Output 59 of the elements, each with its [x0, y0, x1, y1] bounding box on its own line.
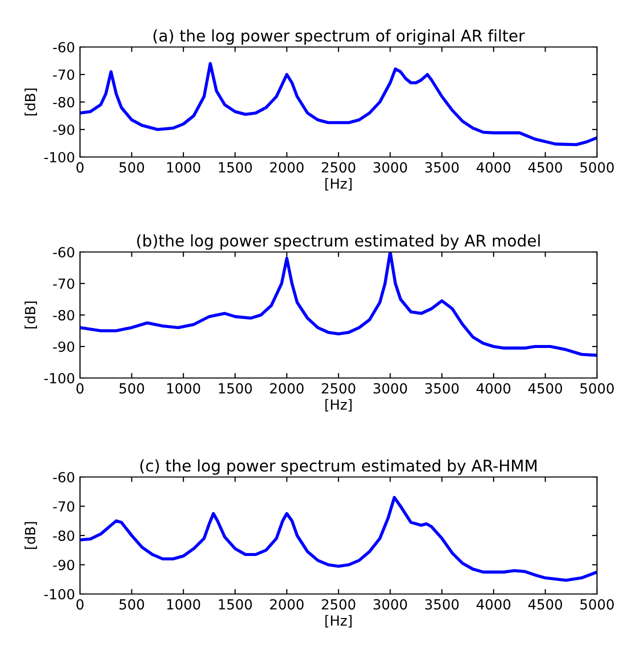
y-tick-label: -90	[53, 124, 74, 135]
line-series	[80, 62, 597, 146]
chart-title: (c) the log power spectrum estimated by AR-HMM	[140, 459, 536, 475]
y-tick-label: -70	[53, 69, 74, 80]
x-tick-label: 2000	[270, 383, 304, 394]
y-axis-title: [dB]	[24, 88, 38, 116]
x-tick-label: 3000	[374, 599, 407, 610]
x-tick-label: 2500	[322, 383, 356, 394]
x-tick-label: 2000	[270, 162, 304, 173]
x-tick-label: 3500	[425, 599, 459, 610]
x-axis-title: [Hz]	[325, 178, 352, 190]
x-tick-label: 0	[76, 383, 84, 394]
x-tick-label: 3500	[425, 383, 459, 394]
chart-title: (a) the log power spectrum of original AR filter	[154, 29, 525, 45]
x-tick-label: 5000	[580, 162, 614, 173]
y-tick-label: -60	[53, 472, 74, 482]
x-tick-label: 2000	[270, 599, 304, 610]
x-tick-label: 5000	[580, 383, 614, 394]
y-tick-label: -70	[53, 501, 74, 512]
y-tick-label: -90	[53, 341, 74, 352]
x-tick-label: 500	[120, 162, 144, 173]
x-tick-label: 4500	[528, 599, 562, 610]
y-tick-label: -80	[53, 310, 74, 320]
x-axis-title: [Hz]	[325, 615, 352, 628]
y-tick-label: -90	[53, 560, 74, 570]
x-tick-label: 2500	[322, 162, 356, 173]
y-tick-label: -60	[53, 42, 74, 52]
y-tick-label: -100	[44, 372, 74, 384]
x-tick-label: 2500	[322, 599, 356, 610]
x-tick-label: 1000	[167, 383, 200, 394]
x-tick-label: 4000	[476, 599, 510, 610]
x-tick-label: 3000	[374, 383, 407, 394]
x-tick-label: 1500	[218, 162, 252, 173]
x-tick-label: 5000	[580, 599, 614, 610]
x-tick-label: 0	[76, 162, 84, 173]
x-tick-label: 4500	[528, 162, 562, 173]
x-tick-label: 1500	[218, 599, 252, 610]
y-tick-label: -60	[53, 246, 74, 258]
x-tick-label: 4000	[476, 383, 510, 394]
x-tick-label: 500	[120, 383, 144, 394]
x-tick-label: 4500	[528, 383, 562, 394]
x-tick-label: 3500	[425, 162, 459, 173]
x-tick-label: 3000	[374, 162, 407, 173]
x-axis-title: [Hz]	[325, 399, 352, 412]
x-tick-label: 0	[76, 599, 84, 610]
y-tick-label: -100	[44, 588, 74, 600]
chart-title: (b)the log power spectrum estimated by AR model	[137, 234, 540, 250]
x-tick-label: 1500	[218, 383, 252, 394]
y-axis-title: [dB]	[24, 522, 38, 549]
y-tick-label: -80	[53, 96, 74, 108]
x-tick-label: 1000	[167, 599, 200, 610]
x-tick-label: 4000	[476, 162, 510, 173]
x-tick-label: 1000	[167, 162, 200, 173]
y-tick-label: -80	[53, 530, 74, 541]
y-axis-title: [dB]	[24, 302, 38, 328]
y-tick-label: -100	[44, 152, 74, 162]
line-series	[80, 496, 597, 582]
x-tick-label: 500	[120, 599, 144, 610]
y-tick-label: -70	[53, 278, 74, 289]
